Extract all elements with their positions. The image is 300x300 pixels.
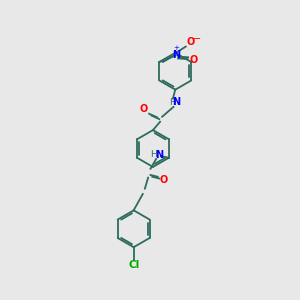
Text: +: + [173, 45, 179, 51]
Text: −: − [193, 34, 201, 44]
Text: Cl: Cl [128, 260, 139, 270]
Text: H: H [169, 98, 176, 107]
Text: O: O [189, 55, 198, 65]
Text: N: N [172, 50, 180, 60]
Text: O: O [160, 175, 168, 185]
Text: N: N [172, 98, 181, 107]
Text: H: H [150, 150, 157, 159]
Text: O: O [139, 104, 147, 114]
Text: O: O [186, 38, 195, 47]
Text: N: N [155, 150, 163, 160]
